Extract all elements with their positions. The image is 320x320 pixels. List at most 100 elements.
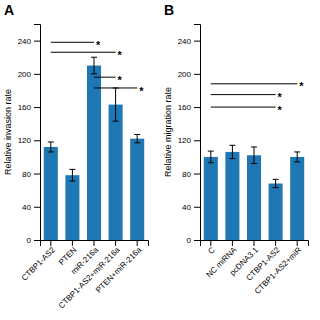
x-tick-mark: [232, 240, 233, 246]
error-bar: [273, 179, 279, 187]
x-tick-mark: [137, 240, 138, 246]
bar: [290, 157, 304, 240]
y-tick-mark: [34, 174, 40, 175]
error-bar-stem: [50, 142, 51, 152]
y-tick-mark: [34, 207, 40, 208]
y-tick-label: 240: [18, 37, 32, 46]
error-bar-cap: [113, 121, 119, 122]
x-tick-label: PTEN+miR-216a: [94, 245, 144, 295]
y-tick: 240: [18, 37, 40, 46]
x-tick-mark: [297, 240, 298, 246]
y-tick-label: 40: [22, 203, 31, 212]
y-tick: 120: [18, 136, 40, 145]
error-bar-stem: [254, 147, 255, 164]
significance-line: [51, 42, 94, 43]
bar: [44, 147, 58, 240]
y-tick-label: 240: [178, 37, 192, 46]
error-bar: [48, 142, 54, 152]
error-bar-cap: [134, 142, 140, 143]
y-axis-line: [194, 25, 201, 241]
significance-label: *: [96, 39, 101, 51]
significance-label: *: [299, 80, 304, 92]
y-tick: 200: [18, 70, 40, 79]
x-tick-label: C: [206, 245, 217, 256]
y-tick-label: 200: [18, 70, 32, 79]
x-tick-label: CTBP1-AS2+miR: [253, 245, 304, 296]
x-tick: CTBP1-AS2: [20, 240, 58, 283]
y-tick-label: 120: [18, 136, 32, 145]
significance-label: *: [118, 74, 123, 86]
significance-line: [211, 83, 297, 84]
error-bar: [294, 152, 300, 162]
y-tick-mark: [194, 41, 200, 42]
y-axis-title: Relative migration rate: [163, 87, 173, 177]
error-bar: [69, 169, 75, 181]
y-tick-mark: [34, 240, 40, 241]
error-bar-cap: [251, 163, 257, 164]
y-axis: 0 40 80 120 160 200 240: [18, 25, 41, 246]
panel-label: A: [4, 2, 14, 18]
panel: 04080120160200240CTBP1-AS2PTENmiR-216aCT…: [3, 2, 149, 310]
y-tick: 40: [182, 203, 200, 212]
y-tick-label: 160: [18, 103, 32, 112]
error-bar-cap: [294, 161, 300, 162]
error-bar-cap: [91, 57, 97, 58]
annotations: ****: [51, 39, 144, 97]
y-tick-mark: [194, 207, 200, 208]
marks: [44, 57, 144, 240]
error-bar-cap: [294, 151, 300, 152]
bar: [130, 139, 144, 240]
y-tick-mark: [34, 41, 40, 42]
x-tick-label: CTBP1-AS2: [20, 245, 58, 283]
error-bar-stem: [210, 151, 211, 163]
marks: [204, 145, 304, 240]
x-tick-mark: [275, 240, 276, 246]
y-tick: 120: [178, 136, 200, 145]
error-bar-cap: [134, 134, 140, 135]
error-bar-cap: [251, 146, 257, 147]
significance-line: [94, 87, 137, 88]
error-bar-cap: [273, 179, 279, 180]
x-tick: CTBP1-AS2+miR: [253, 240, 304, 296]
y-tick: 160: [178, 103, 200, 112]
significance-line: [211, 107, 276, 108]
y-tick: 40: [22, 203, 40, 212]
y-tick-mark: [34, 74, 40, 75]
bar: [87, 66, 101, 240]
significance-line: [51, 52, 116, 53]
significance-line: [211, 94, 276, 95]
x-axis-line: [41, 241, 149, 247]
x-axis: CNC miRNApcDNA3.1CTBP1-AS2CTBP1-AS2+miR: [201, 240, 309, 296]
error-bar-cap: [48, 141, 54, 142]
bar: [204, 157, 218, 240]
significance-label: *: [139, 85, 144, 97]
x-tick: PTEN+miR-216a: [94, 240, 144, 295]
bar: [269, 184, 283, 240]
y-tick: 240: [178, 37, 200, 46]
bar: [65, 175, 79, 240]
y-axis-title: Relative invasion rate: [3, 89, 13, 175]
x-tick-mark: [254, 240, 255, 246]
bar: [225, 152, 239, 240]
error-bar-stem: [297, 152, 298, 162]
error-bar: [91, 57, 97, 74]
panel-label: B: [164, 2, 174, 18]
y-tick-label: 160: [178, 103, 192, 112]
y-tick: 160: [18, 103, 40, 112]
y-tick-label: 0: [27, 236, 32, 245]
y-tick: 80: [22, 170, 40, 179]
x-tick-mark: [115, 240, 116, 246]
y-tick-label: 40: [182, 203, 191, 212]
x-tick-mark: [72, 240, 73, 246]
y-tick: 80: [182, 170, 200, 179]
y-tick: 0: [27, 236, 40, 245]
y-tick-mark: [194, 140, 200, 141]
y-tick-label: 80: [182, 170, 191, 179]
x-tick-mark: [210, 240, 211, 246]
y-tick-label: 0: [187, 236, 192, 245]
error-bar: [251, 147, 257, 164]
significance-label: *: [278, 91, 283, 103]
x-tick-mark: [50, 240, 51, 246]
annotations: ***: [211, 80, 304, 115]
plot-area: 04080120160200240CNC miRNApcDNA3.1CTBP1-…: [178, 25, 309, 296]
